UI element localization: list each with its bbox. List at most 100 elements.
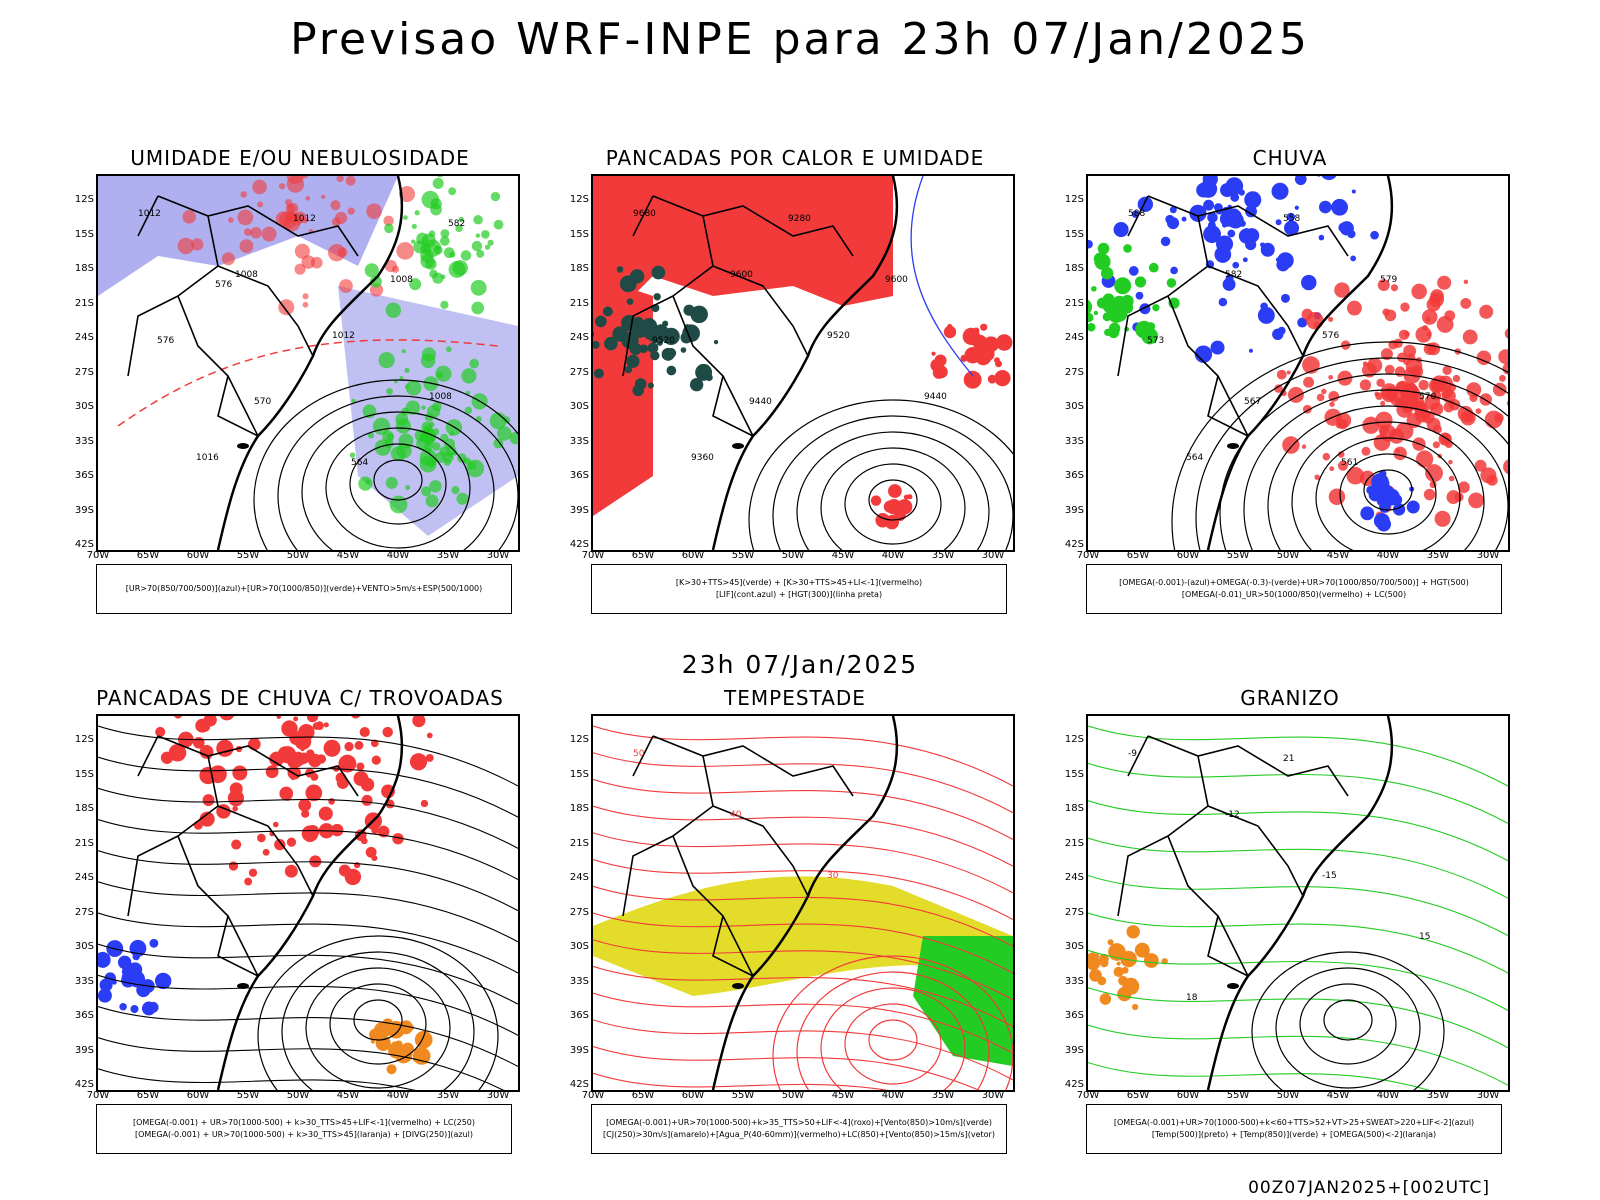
omega-blue xyxy=(1242,257,1248,263)
lat-label: 15S xyxy=(569,768,589,780)
lat-label: 12S xyxy=(569,194,589,205)
omega-blue xyxy=(1249,197,1258,206)
lon-label: 40W xyxy=(881,1090,905,1101)
omega-blue xyxy=(1347,229,1356,239)
green-contour xyxy=(476,249,485,258)
thunder-red xyxy=(227,789,245,807)
lat-label: 33S xyxy=(569,435,589,447)
green-contour xyxy=(466,459,485,478)
contour-label: 573 xyxy=(1147,336,1164,346)
omega-blue xyxy=(1203,225,1221,244)
rain-red xyxy=(1486,474,1498,486)
omega-green xyxy=(1108,327,1120,339)
contour-label: 9360 xyxy=(691,453,714,463)
omega-blue xyxy=(1232,261,1240,269)
rain-red xyxy=(1362,361,1368,367)
green-contour xyxy=(434,452,446,463)
green-area xyxy=(593,340,600,349)
streamline xyxy=(593,752,1013,814)
rain-red xyxy=(1448,475,1455,482)
rain-red xyxy=(1328,488,1346,505)
green-contour xyxy=(416,232,429,245)
green-area xyxy=(680,347,687,353)
thunder-red xyxy=(284,864,298,878)
omega-green xyxy=(1102,300,1116,314)
omega-orange xyxy=(1120,950,1137,968)
omega-orange xyxy=(1118,975,1128,986)
green-contour xyxy=(429,480,442,493)
thunder-red xyxy=(293,716,299,722)
panel-title: PANCADAS POR CALOR E UMIDADE xyxy=(605,146,985,170)
red-contour xyxy=(347,207,355,215)
green-area xyxy=(661,347,675,361)
green-contour xyxy=(421,486,432,497)
rain-red xyxy=(1437,275,1452,290)
contour-label: 9520 xyxy=(827,331,850,341)
red-contour xyxy=(237,209,254,226)
panel-title: PANCADAS DE CHUVA C/ TROVOADAS xyxy=(96,686,504,710)
green-contour xyxy=(469,358,479,369)
omega-green xyxy=(1088,299,1093,315)
streamline xyxy=(593,1046,980,1090)
thunder-red xyxy=(216,739,234,757)
lat-label: 15S xyxy=(1064,768,1084,780)
streamline xyxy=(98,1005,518,1067)
lat-label: 18S xyxy=(1064,263,1084,274)
hgt-contour xyxy=(1219,373,1508,550)
green-contour xyxy=(487,239,494,246)
legend-line: [OMEGA(-0.001)+UR>70(1000-500)+k<60+TTS>… xyxy=(1113,1118,1475,1127)
green-area xyxy=(634,378,647,390)
hgt-contour xyxy=(820,447,966,550)
rain-red xyxy=(1328,374,1334,380)
thunder-red xyxy=(202,794,215,807)
omega-blue xyxy=(1260,242,1275,257)
lat-label: 33S xyxy=(1064,975,1084,987)
green-contour xyxy=(490,191,501,202)
lat-label: 24S xyxy=(1064,332,1084,343)
lagoon xyxy=(237,983,249,989)
legend-line: [OMEGA(-0.001) + UR>70(1000-500) + k>30_… xyxy=(134,1130,474,1139)
omega-green xyxy=(1152,304,1160,312)
borders xyxy=(622,195,854,437)
green-contour xyxy=(431,442,441,451)
rain-red xyxy=(1395,422,1414,440)
contour-label: 576 xyxy=(215,280,232,290)
contour-label: 576 xyxy=(157,336,174,346)
green-contour xyxy=(464,406,473,415)
lat-label: 42S xyxy=(1064,539,1084,550)
rain-red xyxy=(1395,448,1400,453)
lat-label: 12S xyxy=(74,194,94,205)
green-contour xyxy=(404,367,410,373)
temp-contour xyxy=(1275,967,1421,1089)
omega-green xyxy=(1113,298,1131,316)
rain-red xyxy=(1316,393,1325,402)
omega-blue xyxy=(1227,229,1236,238)
streamline xyxy=(98,1037,504,1090)
legend-line: [LIF](cont.azul) + [HGT(300)](linha pret… xyxy=(715,590,883,599)
contour-label: 9600 xyxy=(885,275,908,285)
lon-label: 40W xyxy=(386,1090,410,1101)
omega-blue xyxy=(1088,239,1093,249)
rain-red xyxy=(1394,366,1406,377)
omega-blue xyxy=(1371,473,1389,491)
omega-green xyxy=(1148,262,1159,273)
divg-blue xyxy=(104,972,116,984)
pressure-contour xyxy=(301,411,495,550)
red-contour xyxy=(240,191,247,198)
panel-title: GRANIZO xyxy=(1240,686,1340,710)
legend-line: [Temp(500)](preto) + [Temp(850)](verde) … xyxy=(1151,1130,1437,1139)
lat-label: 21S xyxy=(1064,297,1084,309)
omega-blue xyxy=(1351,189,1356,194)
thunder-red xyxy=(361,794,373,806)
green-contour xyxy=(389,495,408,514)
divg-blue xyxy=(130,1004,139,1014)
rain-red xyxy=(1420,410,1431,420)
thunder-red xyxy=(155,726,166,737)
streamline xyxy=(1088,837,1508,899)
rain-red xyxy=(1494,413,1504,423)
streamline xyxy=(593,912,1013,974)
thunder-red xyxy=(360,837,368,845)
thunder-red xyxy=(279,786,294,801)
legend: [OMEGA(-0.001)-(azul)+OMEGA(-0.3)-(verde… xyxy=(1086,564,1502,614)
rain-red xyxy=(1375,411,1393,429)
